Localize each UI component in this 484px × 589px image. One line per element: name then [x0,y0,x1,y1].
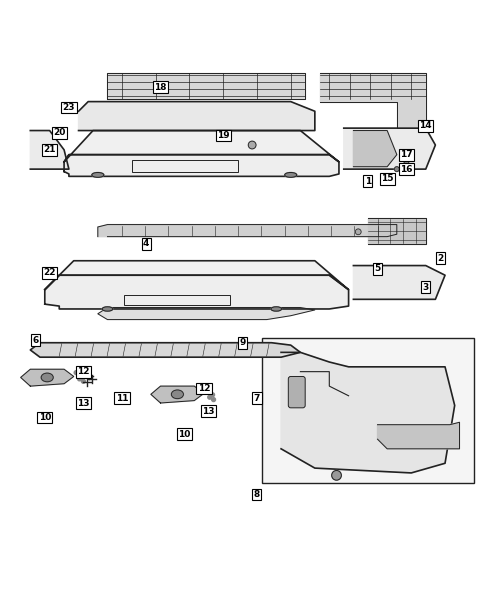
Polygon shape [21,369,74,386]
Ellipse shape [91,173,104,177]
Polygon shape [281,352,454,473]
Polygon shape [64,155,338,176]
Text: 10: 10 [178,430,190,439]
Polygon shape [151,386,203,403]
FancyBboxPatch shape [261,338,473,482]
Text: 13: 13 [202,406,214,416]
Text: 12: 12 [77,367,90,376]
Text: 20: 20 [53,128,65,137]
Text: 15: 15 [380,174,393,183]
Text: 16: 16 [399,164,412,174]
Text: 14: 14 [419,121,431,130]
Circle shape [210,393,214,397]
Text: 7: 7 [253,393,259,403]
Polygon shape [45,275,348,309]
Text: 9: 9 [239,338,245,348]
Text: 6: 6 [32,336,38,345]
Text: 4: 4 [143,239,149,249]
Circle shape [331,471,341,480]
Polygon shape [377,422,458,449]
Polygon shape [107,72,304,99]
Circle shape [204,389,208,393]
Polygon shape [343,128,435,169]
Polygon shape [367,219,425,244]
Text: 18: 18 [154,82,166,92]
Ellipse shape [41,373,53,382]
Text: 13: 13 [77,399,90,408]
Text: 12: 12 [197,384,210,393]
Circle shape [393,167,398,171]
Circle shape [207,395,211,399]
Text: 22: 22 [43,269,56,277]
Polygon shape [78,102,314,131]
Ellipse shape [271,307,281,311]
Text: 23: 23 [62,103,75,112]
Circle shape [74,370,78,375]
Circle shape [248,141,256,149]
Ellipse shape [284,173,296,177]
Text: 2: 2 [436,254,442,263]
Circle shape [403,161,408,166]
Polygon shape [319,72,425,128]
Polygon shape [353,266,444,299]
Polygon shape [98,307,314,320]
Polygon shape [30,131,69,169]
FancyBboxPatch shape [287,376,304,408]
Circle shape [355,229,361,234]
Text: 1: 1 [364,177,370,186]
Text: 5: 5 [374,264,380,273]
Text: 3: 3 [422,283,428,292]
Polygon shape [98,224,396,237]
Ellipse shape [171,390,183,399]
Circle shape [80,375,84,378]
Text: 8: 8 [253,490,259,499]
Circle shape [77,377,81,381]
Polygon shape [353,131,396,167]
Polygon shape [64,131,338,162]
Text: 10: 10 [39,413,51,422]
Ellipse shape [102,307,113,311]
Circle shape [81,379,85,383]
Text: 11: 11 [116,393,128,403]
Polygon shape [30,343,300,357]
Text: 21: 21 [43,145,56,154]
Circle shape [211,398,215,402]
Text: 19: 19 [216,131,229,140]
Circle shape [406,166,410,171]
Polygon shape [45,261,348,290]
Text: 17: 17 [399,150,412,159]
